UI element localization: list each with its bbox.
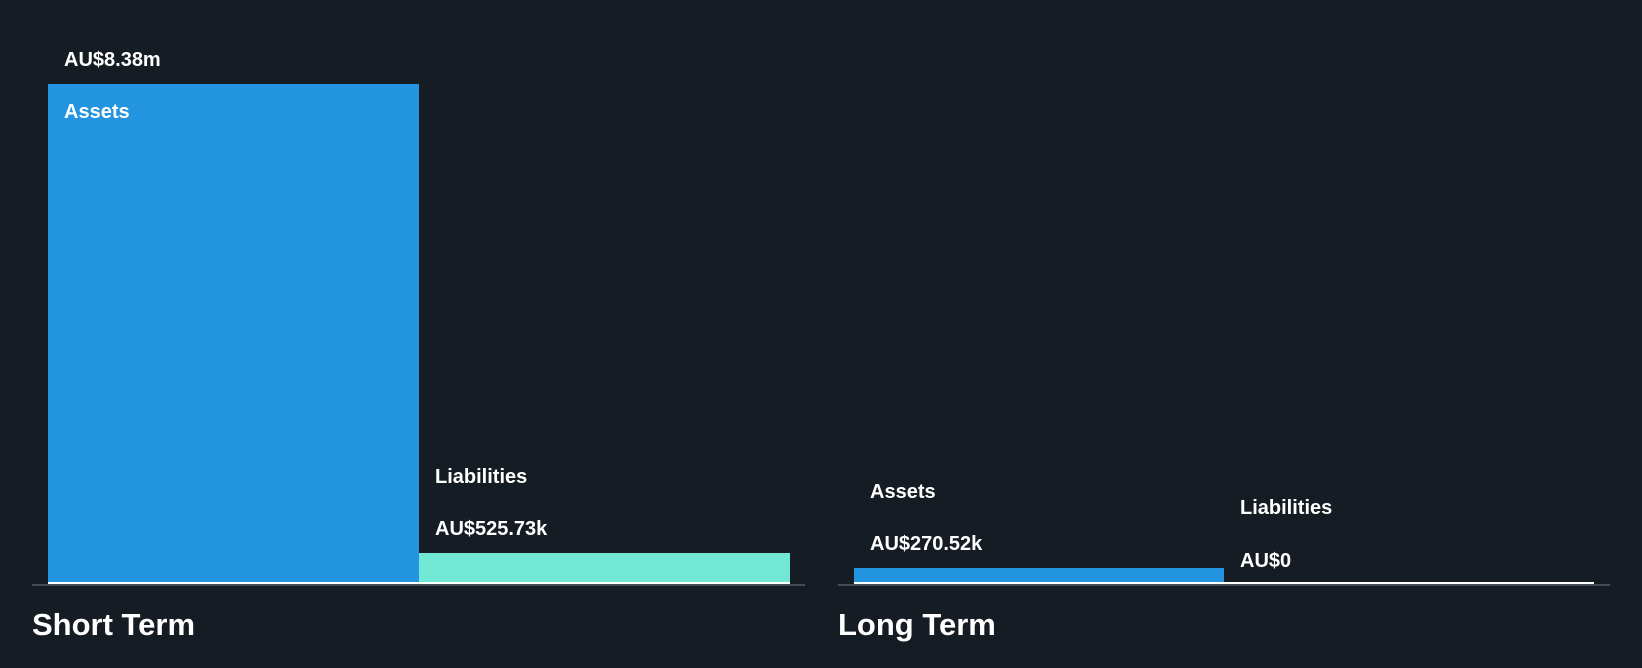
long-term-assets-value: AU$270.52k <box>870 533 983 555</box>
long-term-liabilities-value: AU$0 <box>1240 550 1292 572</box>
short-term-liabilities-value: AU$525.73k <box>435 518 548 540</box>
short-term-baseline <box>48 582 790 584</box>
long-term-assets-bar <box>854 568 1224 583</box>
long-term-assets-label: Assets <box>870 481 936 503</box>
short-term-liabilities-label: Liabilities <box>435 466 528 488</box>
short-term-title: Short Term <box>32 607 196 642</box>
long-term-liabilities-label: Liabilities <box>1240 497 1333 519</box>
short-term-assets-label: Assets <box>64 101 130 123</box>
long-term-baseline <box>854 582 1594 584</box>
short-term-assets-bar <box>48 84 419 583</box>
short-term-assets-value: AU$8.38m <box>64 49 161 71</box>
short-term-axis <box>32 584 805 586</box>
long-term-title: Long Term <box>838 607 996 642</box>
long-term-axis <box>838 584 1610 586</box>
short-term-liabilities-bar <box>419 553 790 583</box>
